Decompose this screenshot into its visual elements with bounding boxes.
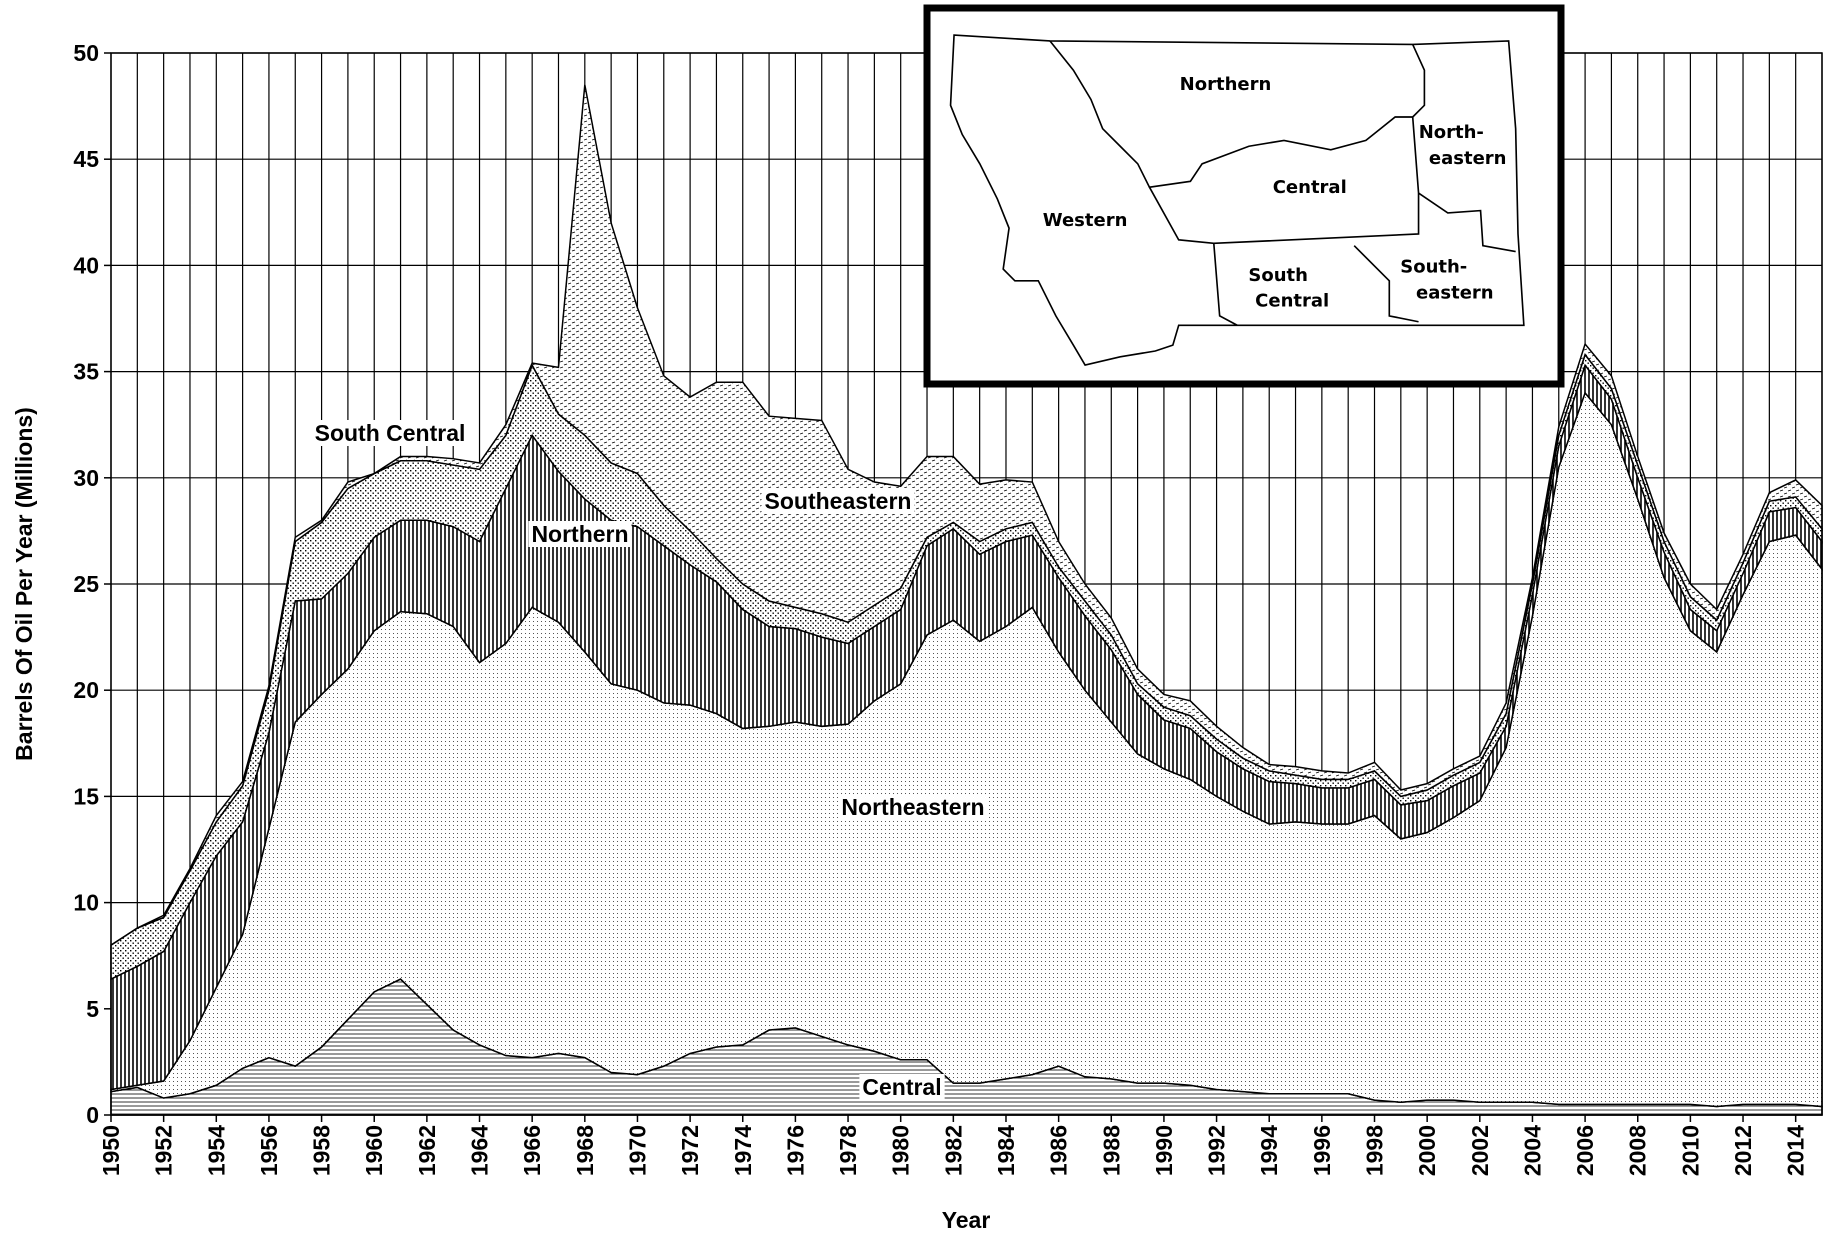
series-label-text: Northern: [531, 521, 628, 547]
y-tick-label: 0: [86, 1102, 99, 1128]
series-label: South Central: [311, 420, 469, 446]
x-tick-label: 2008: [1625, 1125, 1651, 1176]
map-label: North-: [1419, 122, 1484, 143]
label-background: [859, 1074, 945, 1100]
y-tick-label: 40: [73, 252, 99, 278]
label-background: [311, 420, 469, 446]
x-tick-label: 1984: [993, 1125, 1019, 1176]
x-tick-label: 1970: [624, 1125, 650, 1176]
x-tick-label: 1976: [782, 1125, 808, 1176]
label-background: [838, 794, 988, 820]
series-label: Southeastern: [761, 488, 915, 514]
x-tick-label: 1968: [572, 1125, 598, 1176]
x-tick-label: 1990: [1151, 1125, 1177, 1176]
x-tick-label: 1950: [98, 1125, 124, 1176]
x-tick-label: 2006: [1572, 1125, 1598, 1176]
map-label: South-: [1400, 257, 1467, 278]
map-label: Northern: [1180, 74, 1272, 95]
map-label: Western: [1043, 210, 1128, 231]
x-tick-label: 1956: [256, 1125, 282, 1176]
x-axis-title: Year: [942, 1207, 991, 1233]
map-labels: Northern North-eastern Central Western South…: [1043, 74, 1507, 311]
axes: 0 5 10 15 20 25 30 35 40 45 50 1950 1952 1954 1956 1958…: [73, 40, 1823, 1176]
y-tick-label: 15: [73, 783, 99, 809]
x-tick-label: 1966: [519, 1125, 545, 1176]
x-tick-label: 1994: [1256, 1125, 1282, 1176]
x-tick-label: 1960: [361, 1125, 387, 1176]
y-tick-label: 30: [73, 465, 99, 491]
y-axis-title: Barrels Of Oil Per Year (Millions): [11, 407, 37, 761]
series-label-text: Northeastern: [841, 794, 984, 820]
x-tick-label: 1972: [677, 1125, 703, 1176]
x-tick-label: 2010: [1677, 1125, 1703, 1176]
x-tick-label: 1964: [467, 1125, 493, 1176]
x-tick-label: 1954: [203, 1125, 229, 1176]
map-label: Central: [1273, 177, 1347, 198]
x-tick-label: 1958: [309, 1125, 335, 1176]
y-tick-label: 20: [73, 677, 99, 703]
x-tick-label: 1986: [1046, 1125, 1072, 1176]
series-label: Northeastern: [838, 794, 988, 820]
x-tick-label: 1988: [1098, 1125, 1124, 1176]
inset-map: Northern North-eastern Central Western South…: [923, 4, 1565, 388]
map-label: eastern: [1429, 148, 1507, 169]
x-tick-label: 1962: [414, 1125, 440, 1176]
series-label: Central: [859, 1074, 945, 1100]
x-tick-label: 1952: [151, 1125, 177, 1176]
y-tick-label: 5: [86, 996, 99, 1022]
y-tick-label: 10: [73, 890, 99, 916]
y-tick-label: 25: [73, 571, 99, 597]
x-tick-label: 2004: [1519, 1125, 1545, 1176]
series-label-text: South Central: [315, 420, 466, 446]
x-tick-label: 1992: [1204, 1125, 1230, 1176]
label-background: [528, 521, 632, 547]
map-frame: [923, 4, 1565, 388]
map-label: South: [1248, 265, 1308, 286]
x-tick-label: 1974: [730, 1125, 756, 1176]
y-tick-label: 45: [73, 146, 99, 172]
y-tick-label: 50: [73, 40, 99, 66]
x-tick-label: 1996: [1309, 1125, 1335, 1176]
y-tick-label: 35: [73, 359, 99, 385]
map-outline: [949, 34, 1525, 366]
map-label: eastern: [1416, 282, 1494, 303]
x-tick-label: 1980: [888, 1125, 914, 1176]
x-tick-label: 2012: [1730, 1125, 1756, 1176]
x-tick-label: 1998: [1362, 1125, 1388, 1176]
series-label-text: Central: [862, 1074, 941, 1100]
x-tick-label: 2000: [1414, 1125, 1440, 1176]
series-label-text: Southeastern: [765, 488, 912, 514]
series-label: Northern: [528, 521, 632, 547]
x-tick-label: 1978: [835, 1125, 861, 1176]
x-tick-label: 2002: [1467, 1125, 1493, 1176]
x-tick-label: 1982: [940, 1125, 966, 1176]
x-tick-label: 2014: [1783, 1125, 1809, 1176]
map-label: Central: [1255, 291, 1329, 312]
label-background: [761, 488, 915, 514]
